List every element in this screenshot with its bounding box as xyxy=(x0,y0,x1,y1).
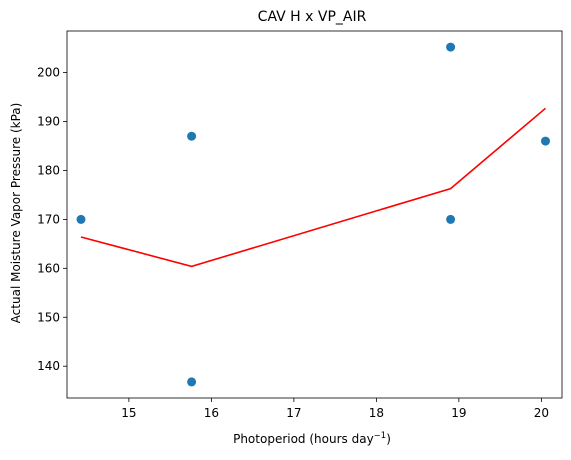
y-tick-label: 200 xyxy=(37,66,60,80)
trend-line xyxy=(80,107,547,268)
data-point xyxy=(541,136,550,146)
axes-frame xyxy=(66,30,563,399)
x-tick-label: 16 xyxy=(204,406,219,420)
x-axis-label-end: ) xyxy=(386,432,391,446)
x-axis-label-superscript: −1 xyxy=(374,431,387,441)
x-tick-label: 17 xyxy=(286,406,301,420)
x-tick-label: 18 xyxy=(369,406,384,420)
y-tick-label: 180 xyxy=(37,163,60,177)
x-axis-label-main: Photoperiod (hours day xyxy=(233,432,374,446)
y-tick-label: 160 xyxy=(37,261,60,275)
x-tick-label: 19 xyxy=(451,406,466,420)
plot-area xyxy=(76,42,550,387)
y-tick-label: 170 xyxy=(37,212,60,226)
data-point xyxy=(187,131,197,141)
x-axis-label: Photoperiod (hours day−1) xyxy=(233,431,391,446)
y-axis-label: Actual Moisture Vapor Pressure (kPa) xyxy=(9,103,23,324)
chart-title: CAV H x VP_AIR xyxy=(258,9,367,25)
y-tick-label: 190 xyxy=(37,115,60,129)
y-tick-label: 140 xyxy=(37,359,60,373)
data-point xyxy=(76,214,86,224)
x-tick-label: 20 xyxy=(534,406,549,420)
y-tick-label: 150 xyxy=(37,310,60,324)
data-point xyxy=(446,42,456,52)
data-point xyxy=(446,214,456,224)
x-tick-label: 15 xyxy=(121,406,136,420)
x-axis: 15 16 17 18 19 20 xyxy=(121,398,549,420)
y-axis: 140 150 160 170 180 190 200 xyxy=(37,66,67,373)
data-point xyxy=(187,377,197,387)
